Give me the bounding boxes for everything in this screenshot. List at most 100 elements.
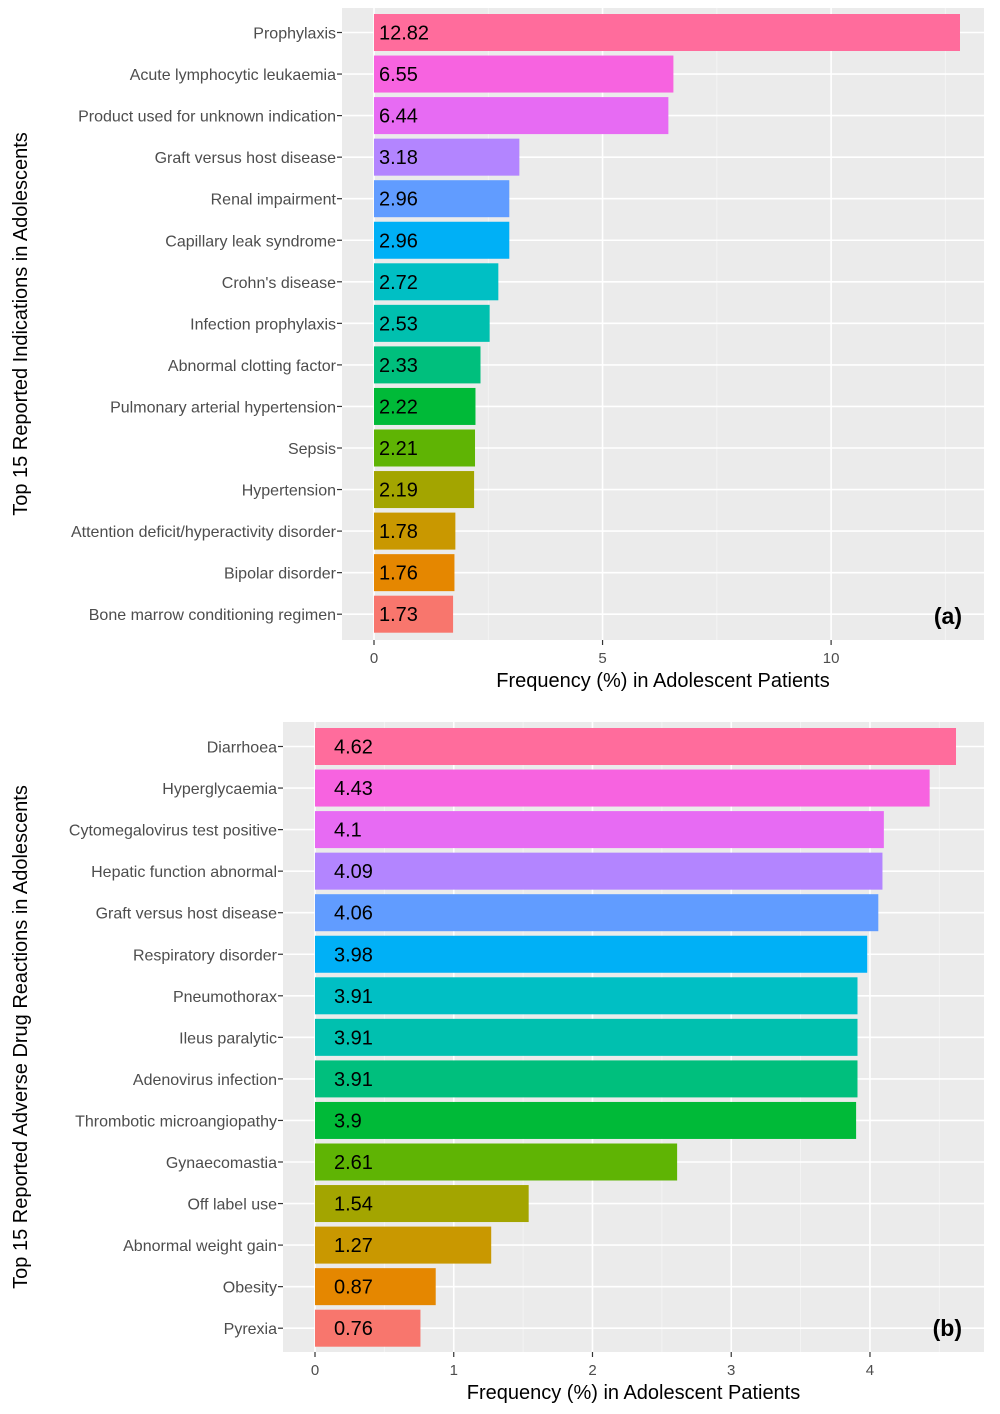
bar [315, 728, 956, 765]
category-label: Abnormal weight gain [123, 1238, 277, 1255]
category-label: Graft versus host disease [155, 150, 337, 167]
panel-label: (a) [934, 603, 962, 629]
category-label: Bipolar disorder [224, 566, 337, 583]
category-label: Bone marrow conditioning regimen [89, 607, 336, 624]
x-tick-label: 0 [311, 1362, 319, 1379]
bar [315, 1143, 678, 1181]
x-tick-label: 0 [370, 650, 378, 667]
category-label: Ileus paralytic [179, 1030, 277, 1047]
category-label: Off label use [187, 1197, 277, 1214]
bar-value-label: 3.98 [334, 944, 373, 966]
bar [374, 387, 476, 425]
bar [374, 263, 499, 301]
category-label: Product used for unknown indication [78, 109, 336, 126]
bar [315, 1018, 858, 1056]
category-label: Obesity [223, 1280, 277, 1297]
panel-b: 4.62 4.43 4.1 4.09 4.06 3.98 3.91 3.91 3.91 3.9 2.… [10, 722, 984, 1404]
bar [315, 811, 884, 849]
bar-value-label: 6.55 [379, 64, 418, 86]
category-label: Abnormal clotting factor [168, 358, 337, 375]
bar-value-label: 2.96 [379, 230, 418, 252]
bar-value-label: 3.91 [334, 1069, 373, 1091]
category-label: Adenovirus infection [133, 1072, 277, 1089]
x-tick-label: 1 [450, 1362, 458, 1379]
bar-value-label: 0.87 [334, 1277, 373, 1299]
bar-value-label: 12.82 [379, 23, 429, 45]
panel-a: 12.82 6.55 6.44 3.18 2.96 2.96 2.72 2.53 2.33 2.2… [10, 8, 984, 692]
bar [374, 138, 520, 176]
category-label: Prophylaxis [253, 26, 336, 43]
category-label: Pulmonary arterial hypertension [110, 399, 336, 416]
bar-value-label: 3.91 [334, 986, 373, 1008]
bar-value-label: 4.06 [334, 903, 373, 925]
bar-value-label: 1.78 [379, 521, 418, 543]
bar-value-label: 4.09 [334, 861, 373, 883]
category-label: Attention deficit/hyperactivity disorder [71, 524, 337, 541]
y-axis-title: Top 15 Reported Adverse Drug Reactions i… [10, 785, 32, 1289]
bar-value-label: 2.21 [379, 438, 418, 460]
bar [315, 1101, 857, 1139]
x-axis-title: Frequency (%) in Adolescent Patients [496, 670, 830, 692]
bar [315, 769, 930, 807]
category-label: Cytomegalovirus test positive [69, 823, 277, 840]
bar-value-label: 3.18 [379, 147, 418, 169]
bar [374, 554, 455, 592]
bar-value-label: 2.61 [334, 1152, 373, 1174]
category-label: Crohn's disease [222, 275, 336, 292]
bar-value-label: 1.76 [379, 563, 418, 585]
category-label: Hepatic function abnormal [91, 864, 277, 881]
bar [374, 429, 476, 467]
category-label: Capillary leak syndrome [165, 233, 336, 250]
bar-value-label: 2.96 [379, 189, 418, 211]
bar [315, 1309, 421, 1347]
category-label: Infection prophylaxis [190, 316, 336, 333]
x-tick-label: 4 [866, 1362, 874, 1379]
bar [374, 304, 490, 342]
category-label: Diarrhoea [207, 740, 277, 757]
bar [315, 1185, 529, 1223]
bar [315, 894, 879, 932]
category-label: Hyperglycaemia [162, 781, 277, 798]
x-tick-label: 2 [588, 1362, 596, 1379]
category-label: Sepsis [288, 441, 336, 458]
bar-value-label: 3.91 [334, 1027, 373, 1049]
category-label: Pneumothorax [173, 989, 277, 1006]
bar-value-label: 1.73 [379, 604, 418, 626]
bar-value-label: 1.27 [334, 1235, 373, 1257]
bar-value-label: 2.53 [379, 313, 418, 335]
y-axis-title: Top 15 Reported Indications in Adolescen… [10, 132, 32, 516]
bar-value-label: 4.43 [334, 778, 373, 800]
bar-value-label: 4.62 [334, 737, 373, 759]
bar-value-label: 6.44 [379, 106, 418, 128]
category-label: Hypertension [242, 483, 336, 500]
bar-value-label: 1.54 [334, 1194, 373, 1216]
bar [315, 977, 858, 1015]
category-label: Pyrexia [224, 1321, 277, 1338]
category-label: Graft versus host disease [96, 906, 278, 923]
bar [374, 221, 510, 259]
panel-label: (b) [933, 1315, 962, 1341]
bar-value-label: 0.76 [334, 1318, 373, 1340]
bar-value-label: 2.19 [379, 480, 418, 502]
bar [315, 852, 883, 890]
bar [374, 55, 674, 93]
bar-value-label: 2.22 [379, 396, 418, 418]
bar-value-label: 2.72 [379, 272, 418, 294]
bar [374, 97, 669, 135]
bar [374, 471, 475, 509]
x-axis-title: Frequency (%) in Adolescent Patients [467, 1382, 801, 1404]
category-label: Thrombotic microangiopathy [75, 1113, 277, 1130]
bar [374, 14, 960, 51]
x-tick-label: 5 [598, 650, 606, 667]
category-label: Renal impairment [211, 192, 337, 209]
bar [315, 1060, 858, 1098]
bar [374, 595, 454, 633]
category-label: Respiratory disorder [133, 947, 278, 964]
x-tick-label: 10 [823, 650, 840, 667]
bar-value-label: 4.1 [334, 820, 362, 842]
bar [315, 1226, 492, 1264]
bar-value-label: 2.33 [379, 355, 418, 377]
category-label: Acute lymphocytic leukaemia [130, 67, 336, 84]
bar [315, 935, 868, 973]
